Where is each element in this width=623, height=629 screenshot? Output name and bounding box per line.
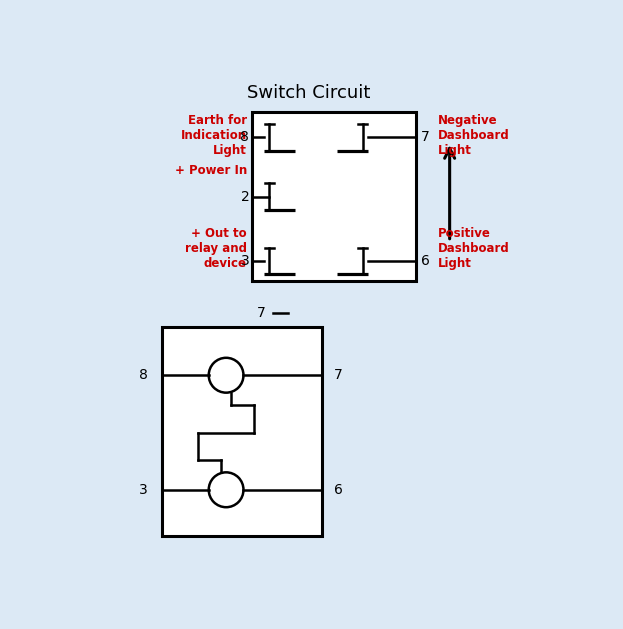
Text: 2: 2 xyxy=(240,189,249,204)
Text: Negative
Dashboard
Light: Negative Dashboard Light xyxy=(437,114,510,157)
Text: 8: 8 xyxy=(139,368,148,382)
Text: 3: 3 xyxy=(240,254,249,268)
Text: + Power In: + Power In xyxy=(174,164,247,177)
Text: 3: 3 xyxy=(139,483,148,497)
Text: 6: 6 xyxy=(334,483,343,497)
Text: 8: 8 xyxy=(240,130,249,144)
Text: 6: 6 xyxy=(421,254,429,268)
Circle shape xyxy=(209,472,244,507)
Text: Earth for
Indication
Light: Earth for Indication Light xyxy=(181,114,247,157)
Text: + Out to
relay and
device: + Out to relay and device xyxy=(185,227,247,270)
Text: Switch Circuit: Switch Circuit xyxy=(247,84,371,102)
Bar xyxy=(252,112,416,281)
Circle shape xyxy=(209,358,244,392)
Text: Positive
Dashboard
Light: Positive Dashboard Light xyxy=(437,227,510,270)
Text: 7: 7 xyxy=(257,306,265,320)
Text: 7: 7 xyxy=(421,130,429,144)
Bar xyxy=(163,327,321,536)
Text: 7: 7 xyxy=(334,368,343,382)
